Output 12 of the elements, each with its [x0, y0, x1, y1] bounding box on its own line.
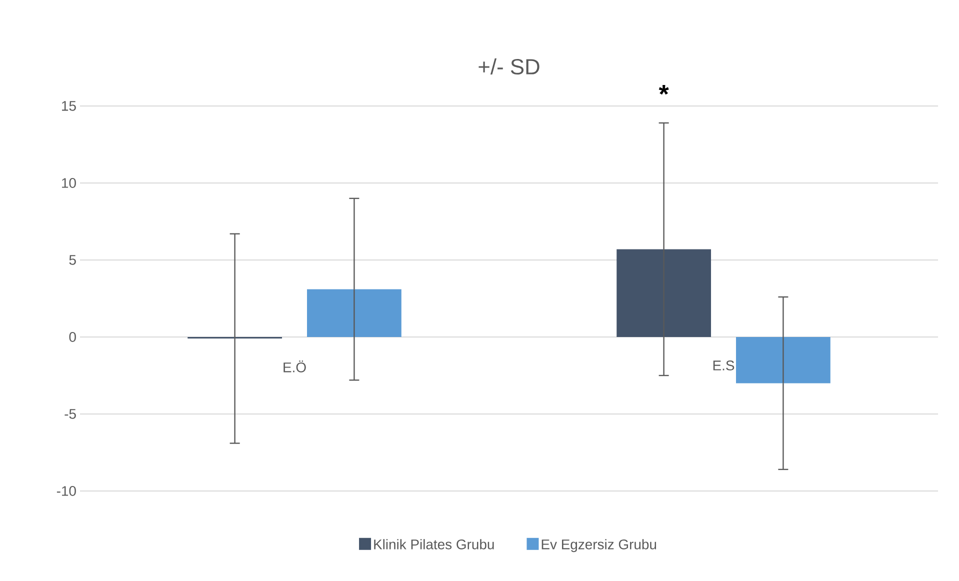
y-tick-label: -10: [56, 486, 76, 496]
y-tick-label: 0: [69, 332, 76, 342]
y-tick-label: 5: [69, 255, 76, 265]
chart-title: +/- SD: [478, 58, 540, 75]
legend-label: Ev Egzersiz Grubu: [542, 539, 656, 552]
y-tick-label: 15: [62, 101, 76, 111]
text: *: [658, 84, 669, 95]
y-tick-label: 10: [62, 178, 76, 188]
x-tick-label: E.S: [713, 360, 734, 370]
x-tick-label: E.Ö: [284, 360, 306, 372]
y-tick-label: -5: [64, 409, 76, 419]
legend-label: Klinik Pilates Grubu: [374, 539, 494, 550]
